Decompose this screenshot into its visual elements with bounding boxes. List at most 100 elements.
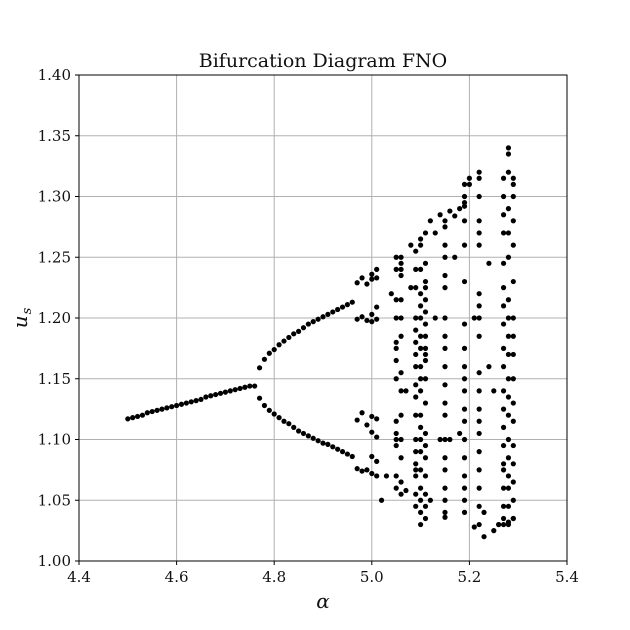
data-point-61: [325, 441, 331, 447]
data-point-19: [217, 390, 224, 396]
data-point-130: [427, 497, 433, 503]
data-point-72: [369, 311, 375, 317]
x-tick-label-5: 5.4: [555, 568, 579, 586]
data-point-22: [232, 387, 238, 393]
y-tick-label-7: 1.35: [38, 127, 71, 145]
data-point-143: [491, 388, 497, 394]
data-point-184: [413, 315, 419, 321]
data-point-285: [500, 388, 507, 394]
data-point-210: [422, 455, 429, 461]
data-point-252: [461, 364, 468, 370]
data-point-194: [418, 424, 424, 430]
data-point-286: [500, 364, 507, 370]
data-point-325: [510, 278, 516, 285]
data-point-249: [461, 406, 468, 412]
data-point-103: [418, 521, 424, 528]
data-point-297: [505, 503, 512, 509]
data-point-3: [139, 412, 146, 418]
data-point-7: [159, 406, 165, 412]
data-point-50: [271, 411, 277, 417]
data-point-191: [418, 467, 424, 473]
data-point-232: [442, 382, 448, 388]
data-point-250: [461, 388, 468, 394]
data-point-280: [500, 485, 507, 491]
data-point-37: [305, 321, 311, 327]
data-point-310: [505, 230, 512, 236]
data-point-155: [393, 345, 399, 351]
data-point-185: [413, 285, 419, 291]
data-point-197: [418, 376, 424, 382]
data-point-261: [476, 503, 482, 509]
data-point-244: [461, 485, 468, 491]
data-point-26: [252, 383, 258, 389]
data-point-188: [418, 509, 424, 515]
data-point-67: [354, 316, 360, 322]
data-point-84: [369, 413, 375, 420]
data-point-241: [442, 224, 448, 230]
data-point-181: [413, 364, 419, 370]
data-point-215: [422, 357, 429, 364]
data-point-328: [510, 193, 516, 200]
data-point-266: [476, 418, 482, 424]
data-point-27: [256, 365, 263, 371]
data-point-145: [500, 461, 507, 467]
data-point-17: [208, 393, 214, 399]
x-axis-label: α: [316, 589, 330, 613]
data-point-1: [130, 415, 136, 421]
data-point-75: [359, 275, 365, 281]
data-point-55: [296, 428, 302, 434]
data-point-25: [247, 383, 253, 389]
data-point-296: [505, 521, 512, 528]
data-point-281: [500, 467, 507, 473]
data-point-100: [403, 388, 409, 394]
data-point-14: [193, 398, 199, 404]
data-point-149: [393, 473, 399, 479]
y-axis-label: us: [8, 307, 35, 328]
data-point-322: [510, 351, 516, 358]
y-tick-label-3: 1.15: [38, 370, 71, 388]
data-point-109: [447, 208, 453, 214]
data-point-95: [378, 497, 385, 503]
data-point-225: [442, 497, 448, 503]
data-point-127: [413, 467, 419, 473]
data-point-213: [422, 400, 429, 406]
data-point-179: [413, 394, 419, 400]
data-point-21: [227, 388, 233, 394]
data-point-156: [393, 315, 399, 321]
data-point-58: [310, 435, 316, 441]
data-point-180: [413, 382, 419, 388]
data-point-264: [476, 449, 482, 455]
data-point-202: [418, 303, 424, 309]
data-point-9: [169, 404, 175, 410]
data-point-111: [457, 206, 463, 212]
data-point-93: [369, 453, 375, 460]
data-point-151: [393, 430, 399, 437]
data-point-166: [398, 370, 404, 376]
data-point-187: [413, 248, 419, 254]
data-point-2: [134, 413, 141, 420]
data-point-318: [510, 442, 516, 449]
data-point-265: [476, 430, 482, 437]
data-point-0: [125, 416, 131, 422]
data-point-313: [505, 151, 512, 157]
data-point-242: [461, 509, 468, 515]
data-point-157: [393, 297, 399, 303]
data-point-303: [505, 394, 512, 400]
data-point-212: [422, 430, 429, 437]
data-point-248: [461, 418, 468, 424]
data-point-40: [320, 314, 326, 320]
data-point-144: [496, 521, 502, 528]
axis-ticks: 4.4 4.6 4.8 5.0 5.2 5.4 1.00 1.05 1.10 1.15 1.20 1.…: [38, 66, 579, 586]
data-point-259: [461, 181, 468, 187]
data-point-30: [271, 346, 277, 353]
data-point-228: [442, 455, 448, 461]
data-point-231: [442, 400, 448, 406]
data-point-88: [354, 466, 360, 472]
data-point-65: [344, 451, 350, 457]
data-point-153: [393, 376, 399, 382]
data-point-274: [476, 242, 482, 248]
data-point-289: [500, 303, 507, 309]
data-point-319: [510, 418, 516, 424]
data-point-13: [188, 399, 194, 405]
data-point-18: [213, 391, 219, 398]
